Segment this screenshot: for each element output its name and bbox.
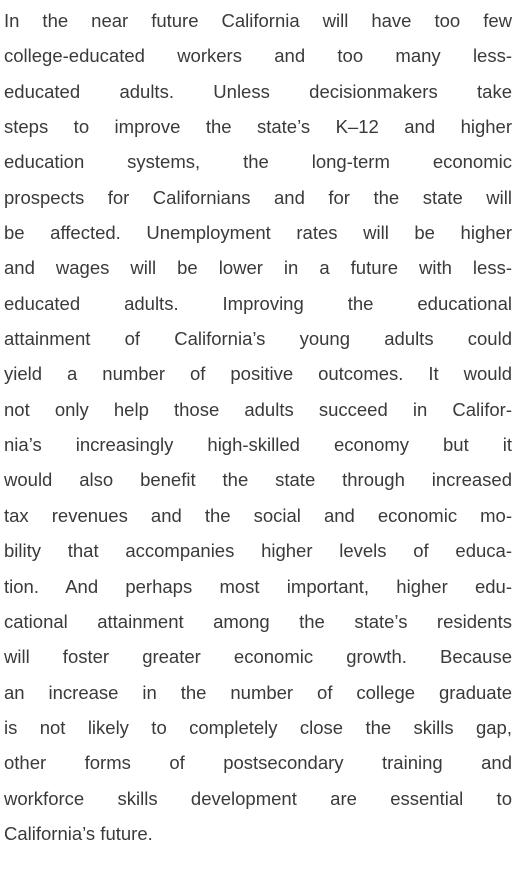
text-line: not only help those adults succeed in Ca… [4,398,512,420]
text-line: cational attainment among the state’s re… [4,610,512,632]
text-line: other forms of postsecondary training an… [4,752,512,774]
text-line: prospects for Californians and for the s… [4,186,512,208]
text-line: will foster greater economic growth. Bec… [4,646,512,668]
text-line: tion. And perhaps most important, higher… [4,575,512,597]
text-line: would also benefit the state through inc… [4,469,512,491]
text-line: and wages will be lower in a future with… [4,257,512,279]
text-line: be affected. Unemployment rates will be … [4,222,512,244]
text-line: In the near future California will have … [4,10,512,31]
text-line: nia’s increasingly high-skilled economy … [4,434,512,456]
text-line: steps to improve the state’s K–12 and hi… [4,116,512,138]
text-line: bility that accompanies higher levels of… [4,540,512,562]
text-line: an increase in the number of college gra… [4,681,512,703]
text-line: is not likely to completely close the sk… [4,716,512,738]
text-line: workforce skills development are essenti… [4,787,512,809]
text-line: California’s future. [4,822,153,844]
text-line: educated adults. Improving the education… [4,292,512,314]
text-line: education systems, the long-term economi… [4,151,512,173]
text-line: college-educated workers and too many le… [4,45,512,67]
text-line: attainment of California’s young adults … [4,328,512,350]
text-line: yield a number of positive outcomes. It … [4,363,512,385]
text-line: educated adults. Unless decisionmakers t… [4,80,512,102]
text-line: tax revenues and the social and economic… [4,504,512,526]
